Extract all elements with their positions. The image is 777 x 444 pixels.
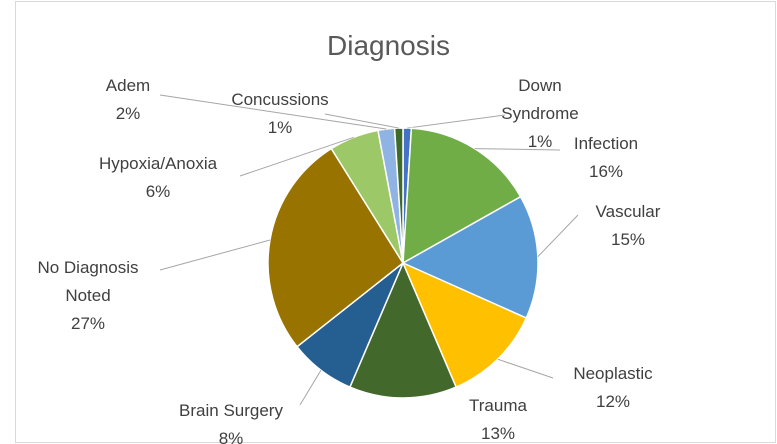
slice-percent: 1%: [527, 132, 553, 151]
slice-name: Adem: [105, 76, 151, 95]
slice-percent: 1%: [267, 118, 293, 137]
chart-title: Diagnosis: [327, 30, 450, 61]
slice-name: Trauma: [469, 396, 527, 415]
slice-name: Hypoxia/Anoxia: [98, 154, 218, 173]
slice-percent: 12%: [595, 392, 631, 411]
pie-slice: [348, 261, 458, 399]
pie-slice: [401, 261, 528, 389]
slice-label: Down Syndrome 1%: [485, 72, 595, 156]
slice-label: Brain Surgery 8%: [161, 397, 301, 444]
slice-name: Down Syndrome: [501, 76, 579, 123]
leader-line: [537, 214, 579, 258]
slice-percent: 6%: [145, 182, 171, 201]
slice-label: Vascular 15%: [578, 198, 678, 254]
leader-line: [239, 136, 354, 177]
slice-name: No Diagnosis Noted: [37, 258, 139, 305]
slice-label: No Diagnosis Noted 27%: [13, 254, 163, 338]
slice-name: Brain Surgery: [179, 401, 283, 420]
leader-line: [497, 358, 554, 379]
slice-label: Hypoxia/Anoxia 6%: [78, 150, 238, 206]
leader-line: [159, 94, 387, 130]
slice-label: Trauma 13%: [453, 392, 543, 444]
slice-label: Adem 2%: [88, 72, 168, 128]
leader-line: [407, 114, 506, 129]
slice-name: Infection: [573, 134, 639, 153]
slice-name: Vascular: [595, 202, 661, 221]
leader-line: [159, 239, 271, 271]
slice-percent: 27%: [70, 314, 106, 333]
slice-percent: 2%: [115, 104, 141, 123]
leader-line: [474, 148, 561, 151]
chart-border: [15, 1, 776, 443]
slice-percent: 13%: [480, 424, 516, 443]
slice-percent: 15%: [610, 230, 646, 249]
leader-line: [299, 369, 322, 406]
slice-name: Concussions: [231, 90, 329, 109]
slice-percent: 8%: [218, 429, 244, 444]
slice-percent: 16%: [588, 162, 624, 181]
slice-label: Neoplastic 12%: [558, 360, 668, 416]
slice-label: Infection 16%: [556, 130, 656, 186]
slice-label: Concussions 1%: [215, 86, 345, 142]
slice-name: Neoplastic: [573, 364, 653, 383]
leader-line: [324, 113, 399, 129]
pie-slice: [267, 147, 404, 348]
